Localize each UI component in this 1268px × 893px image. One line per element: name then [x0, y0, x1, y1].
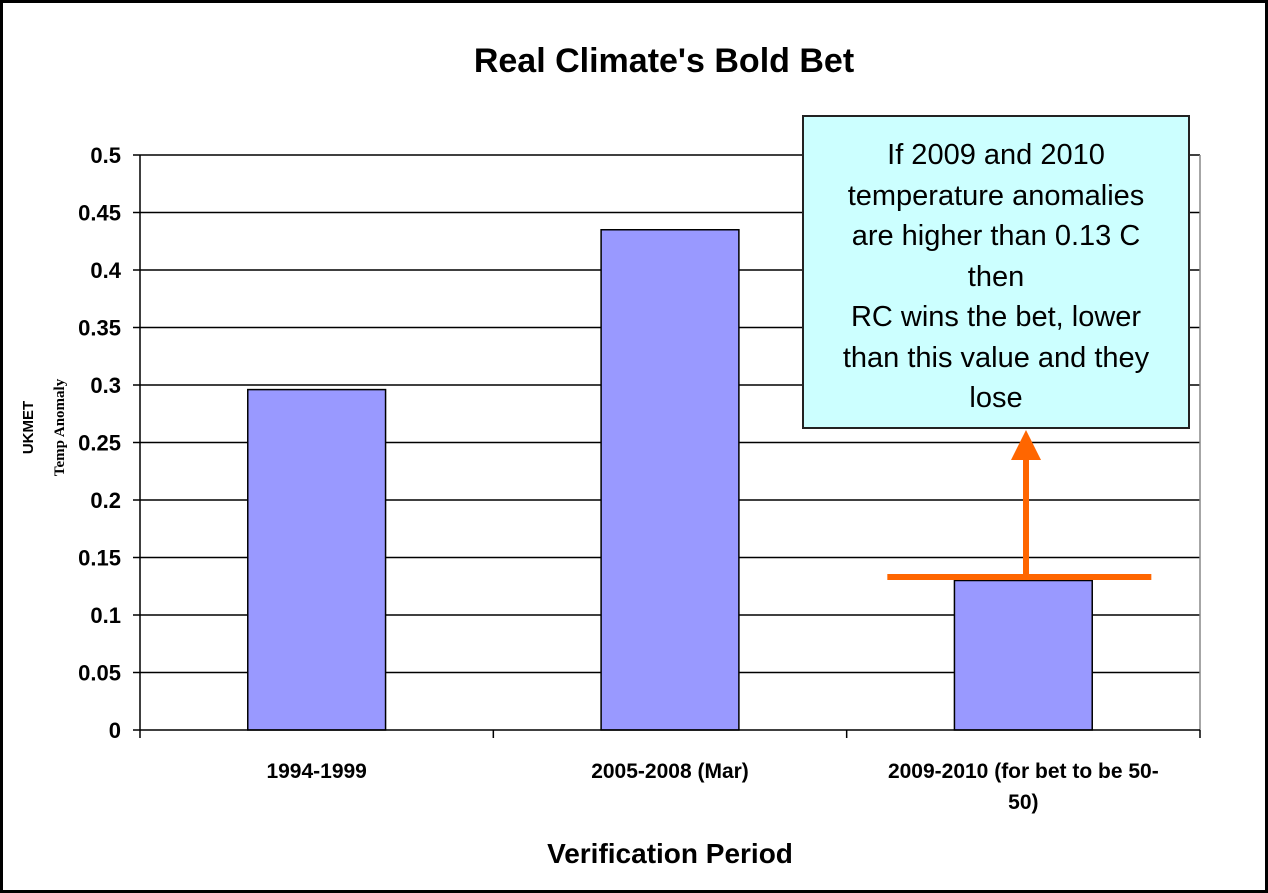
y-tick-label: 0.35: [78, 316, 121, 341]
y-tick-label: 0.1: [90, 603, 121, 628]
bar: [247, 388, 387, 731]
y-tick-label: 0.2: [90, 488, 121, 513]
x-tick-label: 50): [1008, 791, 1038, 814]
threshold-marker: [887, 430, 1152, 581]
y-tick-label: 0.3: [90, 373, 121, 398]
y-tick-label: 0.25: [78, 431, 121, 456]
x-tick-label: 2005-2008 (Mar): [591, 760, 749, 783]
chart-title: Real Climate's Bold Bet: [474, 42, 854, 80]
y-tick-label: 0.4: [90, 258, 121, 283]
threshold-arrow-head: [1011, 430, 1041, 460]
annotation-callout: If 2009 and 2010 temperature anomalies a…: [802, 115, 1190, 429]
y-axis-label-line: Temp Anomaly: [52, 378, 68, 476]
axes: [133, 154, 1201, 738]
y-tick-label: 0.5: [90, 143, 121, 168]
y-axis-label: UKMET Temp Anomaly: [20, 378, 68, 476]
x-tick-label: 2009-2010 (for bet to be 50-: [888, 760, 1159, 783]
y-tick-label: 0.15: [78, 546, 121, 571]
x-tick-label: 1994-1999: [266, 760, 366, 783]
y-axis-label-line: UKMET: [20, 401, 37, 454]
y-tick-label: 0.05: [78, 661, 121, 686]
y-tick-label: 0: [109, 718, 121, 743]
bars: [247, 229, 1093, 731]
bar: [953, 579, 1093, 731]
y-tick-labels: 0 0.05 0.1 0.15 0.2 0.25 0.3 0.35 0.4 0.45 0.5: [78, 143, 122, 743]
y-tick-label: 0.45: [78, 201, 121, 226]
x-tick-labels: 1994-1999 2005-2008 (Mar) 2009-2010 (for b…: [266, 760, 1158, 814]
bar: [600, 229, 740, 731]
x-axis-label: Verification Period: [547, 838, 793, 869]
